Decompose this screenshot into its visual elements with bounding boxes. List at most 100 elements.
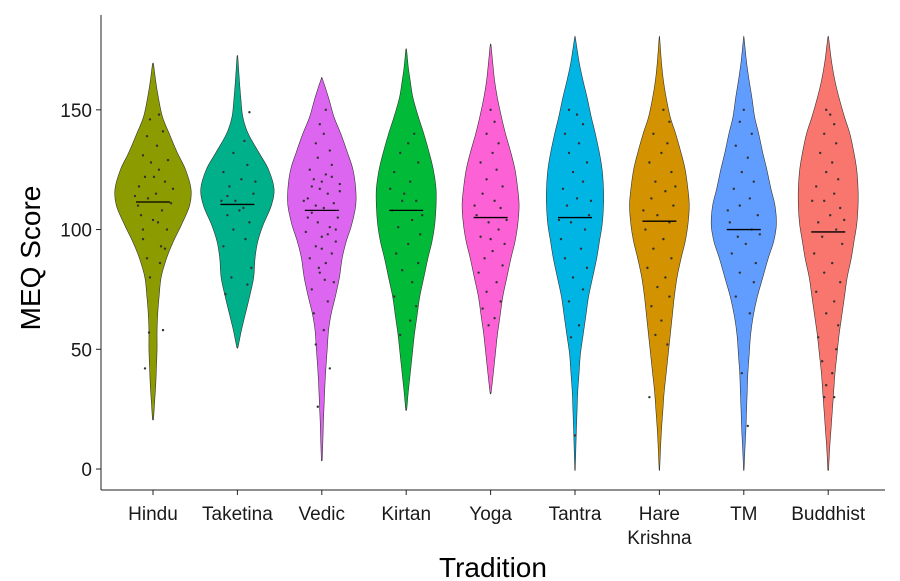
data-point-kirtan — [411, 281, 414, 284]
data-point-hare-krishna — [650, 197, 653, 200]
data-point-buddhist — [831, 161, 834, 164]
data-point-vedic — [317, 266, 320, 270]
data-point-tm — [736, 235, 739, 238]
data-point-yoga — [491, 151, 494, 155]
data-point-vedic — [323, 278, 326, 282]
data-point-buddhist — [843, 218, 846, 222]
data-point-kirtan — [397, 225, 400, 229]
data-point-hare-krishna — [646, 266, 649, 270]
data-point-tantra — [575, 197, 579, 200]
data-point-tantra — [569, 336, 573, 339]
x-tick-label-hindu: Hindu — [128, 504, 178, 525]
data-point-tm — [746, 156, 749, 159]
data-point-tantra — [577, 142, 581, 145]
data-point-vedic — [322, 206, 325, 210]
data-point-vedic — [326, 300, 329, 303]
data-point-hindu — [160, 209, 164, 212]
data-point-vedic — [312, 312, 315, 315]
data-point-hindu — [141, 237, 145, 241]
data-point-hindu — [147, 331, 151, 334]
violin-buddhist — [797, 35, 859, 471]
data-point-taketina — [232, 228, 235, 231]
data-point-yoga — [503, 242, 506, 246]
data-point-buddhist — [833, 300, 836, 303]
data-point-hindu — [159, 245, 163, 248]
data-point-hare-krishna — [654, 180, 657, 183]
data-point-tantra — [577, 324, 581, 327]
data-point-yoga — [501, 185, 504, 188]
data-point-yoga — [477, 271, 480, 274]
data-point-kirtan — [417, 161, 420, 164]
x-axis-title: Tradition — [439, 552, 547, 581]
data-point-tm — [734, 295, 737, 298]
data-point-hindu — [145, 257, 149, 260]
data-point-buddhist — [823, 271, 826, 274]
data-point-vedic — [316, 156, 319, 159]
data-point-yoga — [487, 221, 490, 224]
data-point-tm — [730, 252, 733, 255]
data-point-hare-krishna — [648, 161, 651, 164]
data-point-tantra — [573, 434, 577, 437]
data-point-hindu — [148, 118, 152, 121]
data-point-taketina — [254, 180, 257, 183]
data-point-vedic — [336, 216, 339, 219]
data-point-tm — [754, 261, 757, 265]
data-point-vedic — [306, 197, 309, 200]
data-point-hare-krishna — [672, 204, 675, 207]
data-point-kirtan — [407, 242, 410, 246]
data-point-tantra — [563, 132, 567, 135]
data-point-tm — [732, 187, 735, 191]
data-point-hindu — [139, 213, 143, 217]
data-point-yoga — [479, 161, 482, 164]
violin-body-yoga — [461, 43, 520, 395]
y-tick-label-150: 150 — [60, 101, 92, 122]
data-point-vedic — [324, 108, 327, 112]
data-point-kirtan — [419, 233, 422, 236]
x-tick-label-buddhist: Buddhist — [791, 504, 866, 525]
data-point-tantra — [567, 300, 571, 303]
data-point-vedic — [328, 367, 331, 370]
violin-hindu — [114, 62, 192, 421]
data-point-kirtan — [413, 132, 416, 135]
y-tick-label-100: 100 — [60, 221, 92, 242]
data-point-tantra — [567, 151, 571, 155]
data-point-hare-krishna — [662, 237, 665, 241]
data-point-buddhist — [815, 185, 818, 188]
data-point-yoga — [501, 264, 504, 267]
data-point-hindu — [154, 192, 158, 195]
data-point-hare-krishna — [642, 209, 645, 212]
data-point-tm — [728, 221, 731, 224]
data-point-buddhist — [817, 221, 820, 224]
data-point-yoga — [493, 316, 496, 320]
x-ticks: Hindu Taketina Vedic Kirtan Yoga Tantra Hare Kr… — [128, 490, 866, 549]
data-point-tantra — [589, 199, 593, 203]
data-point-hare-krishna — [674, 185, 677, 188]
data-point-taketina — [246, 163, 249, 167]
data-point-tm — [738, 204, 741, 207]
data-point-taketina — [242, 206, 245, 210]
data-point-tantra — [581, 123, 585, 126]
data-point-yoga — [495, 168, 498, 171]
data-point-yoga — [481, 192, 484, 195]
x-tick-label-vedic: Vedic — [299, 504, 345, 525]
data-point-yoga — [497, 142, 500, 145]
data-point-buddhist — [837, 324, 840, 327]
data-point-yoga — [475, 213, 478, 217]
data-point-vedic — [320, 247, 323, 250]
data-point-taketina — [230, 276, 233, 279]
data-point-hare-krishna — [648, 395, 651, 399]
data-point-tm — [750, 132, 753, 135]
data-point-buddhist — [821, 235, 824, 238]
data-point-vedic — [338, 182, 341, 186]
data-point-hare-krishna — [666, 142, 669, 145]
violin-body-vedic — [287, 77, 357, 462]
data-point-hindu — [163, 180, 167, 183]
data-point-vedic — [312, 178, 315, 181]
data-point-hindu — [151, 218, 155, 222]
data-point-buddhist — [813, 252, 816, 255]
data-point-vedic — [324, 173, 327, 176]
data-point-yoga — [485, 290, 488, 294]
data-point-hindu — [141, 228, 145, 231]
data-point-vedic — [314, 343, 317, 346]
data-point-vedic — [338, 190, 341, 193]
